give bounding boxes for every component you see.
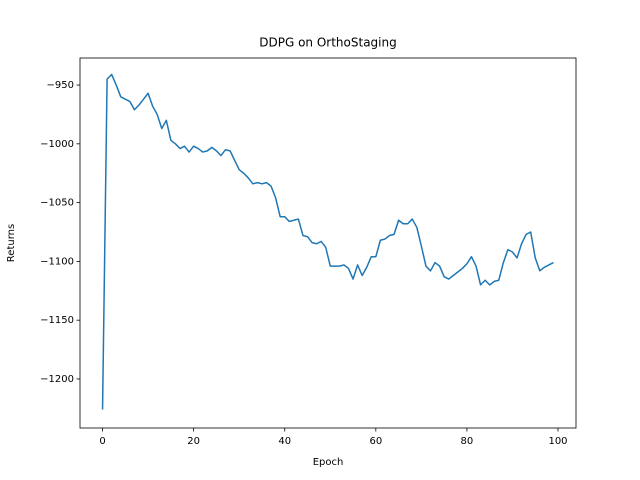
- x-axis-label: Epoch: [313, 457, 344, 468]
- y-tick-label: −950: [47, 80, 74, 91]
- y-tick-label: −1050: [40, 198, 74, 209]
- axes-frame: [79, 57, 577, 429]
- x-tick-label: 60: [369, 436, 382, 447]
- x-tick-label: 20: [187, 436, 200, 447]
- x-tick-label: 40: [278, 436, 291, 447]
- chart-title: DDPG on OrthoStaging: [259, 36, 396, 50]
- y-tick-label: −1150: [40, 315, 74, 326]
- line-series: [101, 73, 554, 410]
- y-tick-label: −1200: [40, 374, 74, 385]
- y-tick-label: −1100: [40, 256, 74, 267]
- x-tick-label: 100: [548, 436, 567, 447]
- y-tick-label: −1000: [40, 139, 74, 150]
- y-axis-label: Returns: [6, 224, 17, 262]
- x-tick-label: 0: [99, 436, 105, 447]
- x-tick-label: 80: [461, 436, 474, 447]
